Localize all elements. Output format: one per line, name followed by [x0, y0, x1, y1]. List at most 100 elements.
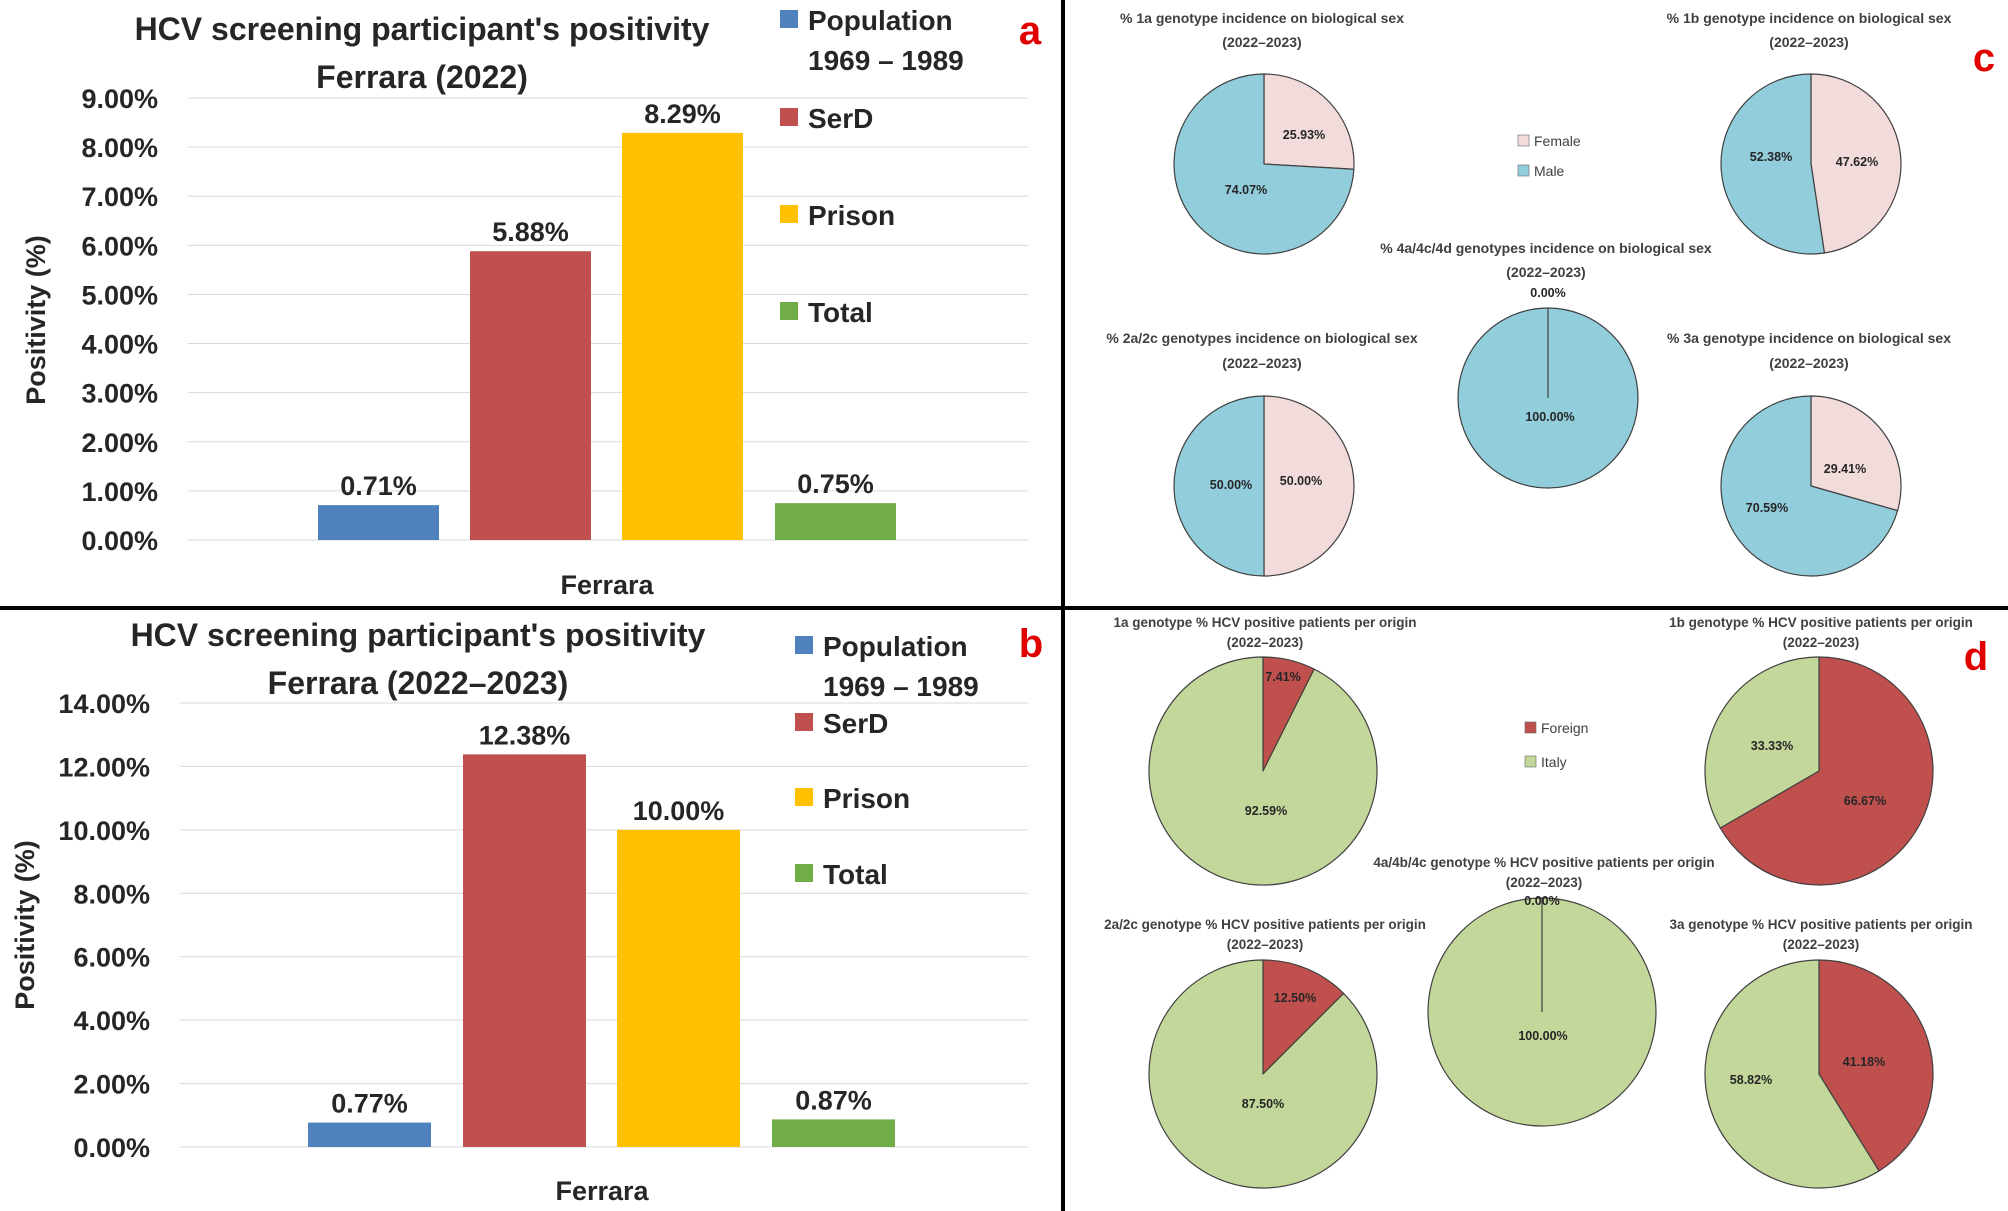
legend-swatch	[780, 108, 798, 126]
panel-b-bar-chart: HCV screening participant's positivity Fe…	[10, 617, 1028, 1206]
pie-title-line: (2022–2023)	[1506, 264, 1585, 280]
pie-slice-female	[1810, 395, 1902, 512]
pie-slice-label: 29.41%	[1824, 462, 1866, 476]
pie-slice-male	[1173, 395, 1265, 577]
y-tick-label: 6.00%	[73, 943, 150, 973]
y-tick-label: 0.00%	[73, 1133, 150, 1163]
pie-slice-label: 92.59%	[1245, 804, 1287, 818]
legend-label: Total	[823, 859, 888, 890]
pie-c1: % 1a genotype incidence on biological se…	[1120, 10, 1404, 255]
pie-c2: % 1b genotype incidence on biological se…	[1667, 10, 1952, 255]
y-tick-label: 14.00%	[58, 689, 150, 719]
legend-swatch	[795, 636, 813, 654]
y-tick-label: 2.00%	[73, 1070, 150, 1100]
pie-title-line: (2022–2023)	[1227, 635, 1304, 650]
pie-slice-label: 74.07%	[1225, 183, 1267, 197]
pie-legend-swatch	[1524, 755, 1537, 768]
panel-letter-d: d	[1964, 635, 1988, 679]
bar-total	[775, 503, 896, 540]
pie-slice-label: 25.93%	[1283, 128, 1325, 142]
y-tick-label: 6.00%	[81, 231, 158, 261]
y-tick-label: 12.00%	[58, 752, 150, 782]
pie-title-line: (2022–2023)	[1222, 355, 1301, 371]
bar-total	[772, 1119, 895, 1147]
pie-slice-label: 58.82%	[1730, 1073, 1772, 1087]
data-label: 0.77%	[331, 1089, 408, 1119]
pie-slice-label: 70.59%	[1746, 501, 1788, 515]
chart-title-line: HCV screening participant's positivity	[131, 617, 706, 653]
pie-slice-female	[1810, 73, 1902, 254]
legend-label: Prison	[808, 200, 895, 231]
y-tick-label: 9.00%	[81, 84, 158, 114]
pie-slice-label: 0.00%	[1524, 894, 1559, 908]
pie-slice-male	[1720, 395, 1899, 577]
legend-swatch	[795, 864, 813, 882]
pie-slice-label: 52.38%	[1750, 150, 1792, 164]
bar-prison	[617, 829, 740, 1147]
pie-title-line: 3a genotype % HCV positive patients per …	[1669, 917, 1972, 932]
bar-population	[318, 505, 439, 540]
pie-slice-label: 41.18%	[1843, 1055, 1885, 1069]
legend-swatch	[795, 713, 813, 731]
data-label: 5.88%	[492, 217, 569, 247]
pie-title-line: % 1a genotype incidence on biological se…	[1120, 10, 1404, 26]
panel-letter-a: a	[1019, 9, 1042, 53]
pie-legend-label: Italy	[1541, 754, 1567, 770]
panel-letter-c: c	[1973, 36, 1995, 80]
pie-slice-label: 100.00%	[1518, 1029, 1567, 1043]
pie-slice-label: 0.00%	[1530, 286, 1565, 300]
pie-c4: % 2a/2c genotypes incidence on biologica…	[1106, 330, 1418, 577]
y-axis-label: Positivity (%)	[10, 840, 40, 1010]
pie-d1: 1a genotype % HCV positive patients per …	[1113, 615, 1417, 886]
legend-label: 1969 – 1989	[808, 45, 964, 76]
pie-slice-label: 66.67%	[1844, 794, 1886, 808]
pie-slice-italy	[1148, 656, 1378, 886]
pie-title-line: 1a genotype % HCV positive patients per …	[1113, 615, 1416, 630]
pie-title-line: 2a/2c genotype % HCV positive patients p…	[1104, 917, 1426, 932]
y-tick-label: 1.00%	[81, 477, 158, 507]
pie-title-line: (2022–2023)	[1769, 355, 1848, 371]
pie-title-line: (2022–2023)	[1227, 937, 1304, 952]
data-label: 12.38%	[479, 720, 571, 750]
legend-swatch	[780, 205, 798, 223]
pie-slice-label: 12.50%	[1274, 991, 1316, 1005]
chart-title-line: Ferrara (2022)	[316, 59, 528, 95]
y-tick-label: 8.00%	[73, 879, 150, 909]
data-label: 8.29%	[644, 99, 721, 129]
chart-title-line: HCV screening participant's positivity	[135, 11, 710, 47]
x-axis-label: Ferrara	[560, 570, 654, 600]
pie-title-line: % 1b genotype incidence on biological se…	[1667, 10, 1952, 26]
pie-d5: 3a genotype % HCV positive patients per …	[1669, 917, 1973, 1189]
pie-slice-italy	[1704, 959, 1880, 1189]
pie-title-line: % 4a/4c/4d genotypes incidence on biolog…	[1380, 240, 1712, 256]
x-axis-label: Ferrara	[555, 1176, 649, 1206]
legend-swatch	[795, 788, 813, 806]
panel-a-bar-chart: HCV screening participant's positivity Fe…	[21, 5, 1028, 600]
pie-title-line: 4a/4b/4c genotype % HCV positive patient…	[1373, 855, 1714, 870]
legend-label: Prison	[823, 783, 910, 814]
bar-prison	[622, 132, 743, 540]
pie-legend-label: Female	[1534, 133, 1581, 149]
pie-slice-label: 7.41%	[1265, 670, 1300, 684]
panel-c-pie-charts: Female Male % 1a genotype incidence on bio…	[1106, 10, 1952, 577]
pie-c5: % 3a genotype incidence on biological se…	[1667, 330, 1951, 577]
pie-slice-female	[1263, 395, 1355, 577]
pie-d4: 2a/2c genotype % HCV positive patients p…	[1104, 917, 1426, 1189]
pie-d2: 1b genotype % HCV positive patients per …	[1669, 615, 1973, 886]
bar-serd	[463, 754, 586, 1147]
pie-title-line: (2022–2023)	[1783, 635, 1860, 650]
pie-slice-label: 33.33%	[1751, 739, 1793, 753]
pie-title-line: % 2a/2c genotypes incidence on biologica…	[1106, 330, 1417, 346]
pie-title-line: % 3a genotype incidence on biological se…	[1667, 330, 1951, 346]
y-tick-label: 10.00%	[58, 816, 150, 846]
pie-slice-foreign	[1262, 959, 1345, 1075]
legend-label: Total	[808, 297, 873, 328]
y-tick-label: 4.00%	[81, 330, 158, 360]
y-tick-label: 2.00%	[81, 428, 158, 458]
pie-legend-label: Foreign	[1541, 720, 1588, 736]
data-label: 10.00%	[633, 796, 725, 826]
pie-slice-italy	[1148, 959, 1378, 1189]
pie-slice-male	[1173, 73, 1355, 255]
